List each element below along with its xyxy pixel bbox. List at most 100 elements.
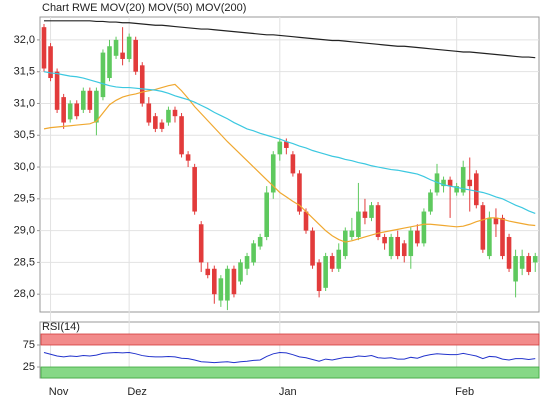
candle-body xyxy=(192,167,197,212)
candle-body xyxy=(231,268,237,295)
moving-average xyxy=(43,71,536,215)
candle-body xyxy=(362,211,368,218)
moving-average xyxy=(44,20,536,59)
candle-body xyxy=(212,268,217,295)
x-tick-label: Dez xyxy=(127,386,147,398)
candle-body xyxy=(126,36,132,59)
candle-body xyxy=(428,192,433,212)
candle-body xyxy=(454,186,459,193)
candle-body xyxy=(120,52,125,59)
candle-body xyxy=(41,27,47,69)
y-tick-label: 29,5 xyxy=(14,193,35,205)
candle-body xyxy=(244,256,250,269)
rsi-line xyxy=(43,351,536,364)
candle-body xyxy=(336,249,342,269)
candle-body xyxy=(251,243,256,263)
candle-body xyxy=(474,173,479,206)
legend-entry: MOV(50) xyxy=(148,2,193,14)
candle-body xyxy=(81,90,86,110)
rsi-band xyxy=(40,366,540,379)
candle-body xyxy=(198,224,204,263)
candle-body xyxy=(277,141,283,155)
moving-average xyxy=(43,83,536,243)
candle-body xyxy=(74,103,80,117)
candle-body xyxy=(146,103,152,123)
x-tick-label: Nov xyxy=(49,386,69,398)
candle-body xyxy=(172,109,178,117)
legend-entry: MOV(20) xyxy=(100,2,145,14)
candle-body xyxy=(48,46,53,79)
y-tick-label: 75 xyxy=(23,339,35,351)
candle-body xyxy=(61,97,66,123)
candle-body xyxy=(270,154,276,193)
candle-body xyxy=(421,211,427,244)
candle-body xyxy=(179,116,184,155)
candle-body xyxy=(316,262,322,292)
y-tick-label: 28,5 xyxy=(14,256,35,268)
candle-body xyxy=(408,230,414,257)
candle-body xyxy=(467,179,473,187)
candle-body xyxy=(54,71,60,110)
candle-body xyxy=(526,256,531,272)
candle-body xyxy=(415,230,420,244)
candle-body xyxy=(493,217,499,225)
panel-title: RSI(14) xyxy=(42,321,80,333)
candle-body xyxy=(218,278,224,301)
candle-body xyxy=(323,256,328,288)
candle-body xyxy=(284,141,289,148)
candle-body xyxy=(500,217,505,257)
y-tick-label: 25 xyxy=(23,361,35,373)
candle-body xyxy=(139,65,145,104)
y-tick-label: 30,0 xyxy=(14,161,35,173)
candle-body xyxy=(107,46,112,79)
candle-body xyxy=(356,211,361,237)
candle-body xyxy=(349,230,355,237)
candle-body xyxy=(185,154,191,161)
y-tick-label: 31,0 xyxy=(14,97,35,109)
candle-body xyxy=(166,109,171,123)
candle-body xyxy=(297,173,302,212)
candle-body xyxy=(447,179,453,187)
candle-body xyxy=(67,103,73,120)
candle-body xyxy=(257,236,263,247)
candle-body xyxy=(441,179,446,187)
candle-body xyxy=(506,236,512,269)
candle-body xyxy=(401,243,407,257)
candle-body xyxy=(532,256,538,263)
main-frame xyxy=(39,16,540,313)
candle-body xyxy=(480,205,486,250)
y-tick-label: 32,0 xyxy=(14,34,35,46)
rsi-band xyxy=(40,333,540,346)
candle-body xyxy=(513,256,518,282)
candle-body xyxy=(153,116,158,129)
candle-body xyxy=(369,205,374,218)
candle-body xyxy=(94,90,99,123)
candle-body xyxy=(375,205,381,237)
candle-body xyxy=(343,230,348,257)
candle-body xyxy=(487,217,492,257)
y-tick-label: 28,0 xyxy=(14,288,35,300)
y-tick-label: 29,0 xyxy=(14,225,35,237)
candle-body xyxy=(310,230,315,266)
x-tick-label: Jan xyxy=(279,386,297,398)
candle-body xyxy=(395,236,400,257)
y-tick-label: 31,5 xyxy=(14,66,35,78)
candle-body xyxy=(225,268,230,301)
candle-body xyxy=(382,236,387,244)
candle-body xyxy=(133,39,138,72)
x-tick-label: Feb xyxy=(455,386,474,398)
legend-entry: MOV(200) xyxy=(196,2,247,14)
candle-body xyxy=(159,122,165,129)
candle-body xyxy=(290,154,296,174)
candle-body xyxy=(238,262,243,282)
chart-title: Chart RWE xyxy=(42,2,97,14)
candle-body xyxy=(460,167,466,193)
candle-body xyxy=(87,90,93,110)
candle-body xyxy=(329,256,335,269)
candle-body xyxy=(303,211,309,231)
candle-body xyxy=(205,268,211,276)
candle-body xyxy=(113,39,119,56)
candle-body xyxy=(519,256,525,269)
candle-body xyxy=(388,236,394,257)
